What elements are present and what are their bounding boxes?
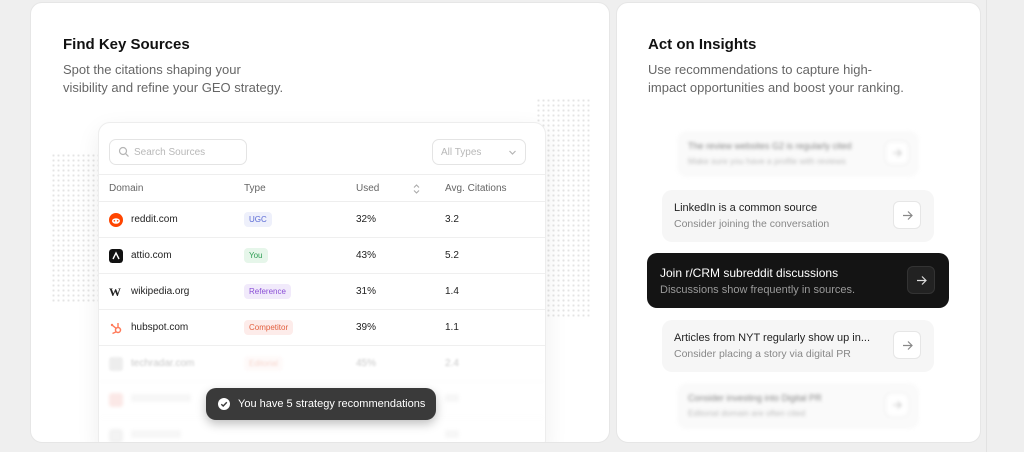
recommendation-card-highlighted[interactable]: Join r/CRM subreddit discussions Discuss…	[647, 253, 949, 308]
row-avg-citations: 3.2	[445, 214, 459, 225]
row-domain: attio.com	[131, 250, 172, 261]
header-domain[interactable]: Domain	[109, 183, 144, 194]
recommendations-toast[interactable]: You have 5 strategy recommendations	[206, 388, 436, 420]
recommendation-subtitle: Editorial domain are often cited	[688, 408, 806, 418]
search-placeholder: Search Sources	[134, 146, 206, 158]
arrow-right-icon[interactable]	[907, 266, 935, 294]
type-filter-value: All Types	[441, 146, 482, 158]
reddit-logo-icon	[109, 213, 123, 227]
table-header: Domain Type Used Avg. Citations	[99, 174, 545, 202]
row-used: 39%	[356, 322, 377, 333]
row-used: 31%	[356, 286, 377, 297]
row-avg-placeholder	[445, 430, 459, 438]
hubspot-logo-icon	[110, 323, 122, 335]
arrow-right-icon[interactable]	[885, 393, 909, 417]
row-avg-placeholder	[445, 394, 459, 402]
row-logo-icon	[109, 429, 123, 442]
recommendation-card[interactable]: Consider investing into Digital PR Edito…	[677, 383, 919, 429]
wikipedia-logo-icon: W	[109, 285, 121, 299]
panel-description: Use recommendations to capture high- imp…	[648, 61, 904, 97]
type-badge: Competitor	[244, 320, 294, 335]
row-logo-icon	[109, 393, 123, 407]
arrow-right-icon[interactable]	[885, 141, 909, 165]
techradar-logo-icon	[109, 357, 123, 371]
toast-text: You have 5 strategy recommendations	[238, 398, 426, 410]
row-avg-citations: 5.2	[445, 250, 459, 261]
find-key-sources-panel: Find Key Sources Spot the citations shap…	[30, 2, 610, 443]
type-badge: You	[244, 248, 268, 263]
header-type[interactable]: Type	[244, 183, 266, 194]
table-row[interactable]: techradar.com Editorial 45% 2.4	[99, 346, 545, 382]
sort-icon[interactable]	[412, 183, 421, 195]
search-input[interactable]: Search Sources	[109, 139, 247, 165]
row-domain-placeholder	[131, 394, 191, 402]
panel-description-line-2: visibility and refine your GEO strategy.	[63, 80, 284, 95]
row-avg-citations: 1.4	[445, 286, 459, 297]
recommendation-subtitle: Consider placing a story via digital PR	[674, 348, 851, 360]
row-used: 45%	[356, 358, 377, 369]
table-row[interactable]: attio.com You 43% 5.2	[99, 238, 545, 274]
row-domain: techradar.com	[131, 358, 195, 369]
row-avg-citations: 2.4	[445, 358, 459, 369]
row-domain: reddit.com	[131, 214, 178, 225]
table-row[interactable]: W wikipedia.org Reference 31% 1.4	[99, 274, 545, 310]
recommendation-title: Consider investing into Digital PR	[688, 393, 822, 403]
header-used[interactable]: Used	[356, 183, 380, 194]
row-domain: wikipedia.org	[131, 286, 190, 297]
row-domain-placeholder	[131, 430, 181, 438]
header-avg-citations[interactable]: Avg. Citations	[445, 183, 507, 194]
row-used: 32%	[356, 214, 377, 225]
type-badge: UGC	[244, 212, 272, 227]
recommendation-card[interactable]: Articles from NYT regularly show up in..…	[662, 320, 934, 372]
recommendation-title: The review websites G2 is regularly cite…	[688, 141, 852, 151]
arrow-right-icon[interactable]	[893, 201, 921, 229]
recommendation-title: Articles from NYT regularly show up in..…	[674, 332, 871, 344]
panel-description-line-2: impact opportunities and boost your rank…	[648, 80, 904, 95]
row-used: 43%	[356, 250, 377, 261]
table-row[interactable]: hubspot.com Competitor 39% 1.1	[99, 310, 545, 346]
background-divider	[986, 0, 987, 452]
panel-title: Find Key Sources	[63, 36, 190, 53]
row-domain: hubspot.com	[131, 322, 189, 333]
chevron-down-icon	[509, 150, 516, 155]
svg-text:W: W	[109, 285, 121, 299]
type-filter-select[interactable]: All Types	[432, 139, 526, 165]
recommendation-title: Join r/CRM subreddit discussions	[660, 266, 839, 280]
check-circle-icon	[218, 398, 230, 410]
recommendation-title: LinkedIn is a common source	[674, 202, 818, 214]
row-avg-citations: 1.1	[445, 322, 459, 333]
type-badge: Reference	[244, 284, 291, 299]
act-on-insights-panel: Act on Insights Use recommendations to c…	[616, 2, 981, 443]
panel-title: Act on Insights	[648, 36, 757, 53]
panel-description-line-1: Use recommendations to capture high-	[648, 62, 873, 77]
table-row[interactable]	[99, 418, 545, 442]
recommendation-card[interactable]: The review websites G2 is regularly cite…	[677, 131, 919, 177]
search-icon	[118, 146, 129, 157]
panel-description: Spot the citations shaping your visibili…	[63, 61, 283, 97]
recommendation-subtitle: Make sure you have a profile with review…	[688, 156, 846, 166]
type-badge: Editorial	[244, 356, 283, 371]
recommendation-subtitle: Discussions show frequently in sources.	[660, 284, 856, 296]
table-row[interactable]: reddit.com UGC 32% 3.2	[99, 202, 545, 238]
recommendation-subtitle: Consider joining the conversation	[674, 218, 830, 230]
arrow-right-icon[interactable]	[893, 331, 921, 359]
attio-logo-icon	[109, 249, 123, 263]
recommendation-card[interactable]: LinkedIn is a common source Consider joi…	[662, 190, 934, 242]
panel-description-line-1: Spot the citations shaping your	[63, 62, 241, 77]
